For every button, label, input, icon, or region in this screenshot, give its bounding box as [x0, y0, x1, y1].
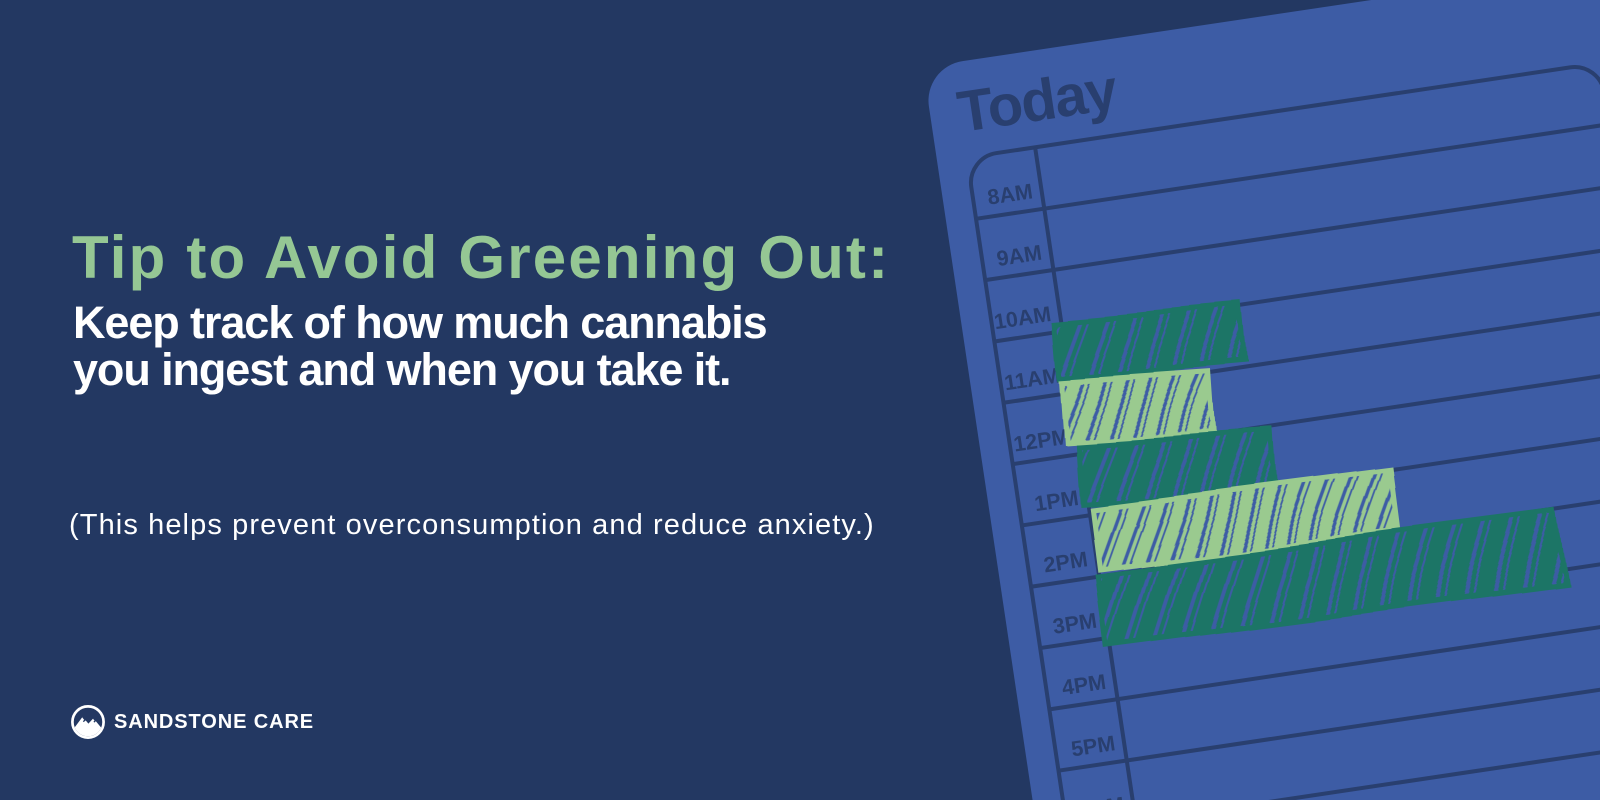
planner-card-background [928, 0, 1600, 800]
scribble-bar-12PM [1074, 430, 1282, 506]
brand-logo: SANDSTONE CARE [69, 703, 314, 741]
planner-table-border [968, 65, 1600, 800]
note-text: (This helps prevent overconsumption and … [69, 509, 875, 541]
subheadline-line2: you ingest and when you take it. [73, 343, 732, 395]
planner-row-line [1049, 612, 1600, 712]
planner-card: Today 8AM9AM10AM11AM12PM1PM2PM3PM4PM5PM6… [928, 0, 1600, 800]
subheadline-line1: Keep track of how much cannabis [73, 297, 768, 348]
scribble-bar-11AM [1059, 371, 1219, 445]
planner-row-line [1058, 674, 1600, 773]
scribble-bar-10AM [1049, 304, 1251, 380]
subheadline: Keep track of how much cannabis you inge… [73, 297, 893, 395]
planner-row-line [984, 183, 1600, 283]
scribble-bar-1PM [1090, 469, 1404, 573]
headline: Tip to Avoid Greening Out: [72, 224, 891, 291]
left-text-block: Tip to Avoid Greening Out: Keep track of… [69, 0, 975, 800]
planner-bars [1049, 304, 1570, 647]
mountain-logo-icon [71, 705, 105, 739]
scribble-bar-2PM [1092, 511, 1570, 647]
brand-name: SANDSTONE CARE [114, 711, 315, 733]
planner-row-line [1067, 735, 1600, 800]
planner-time-label: 6PM [1079, 792, 1126, 800]
planner-row-line [975, 122, 1600, 221]
